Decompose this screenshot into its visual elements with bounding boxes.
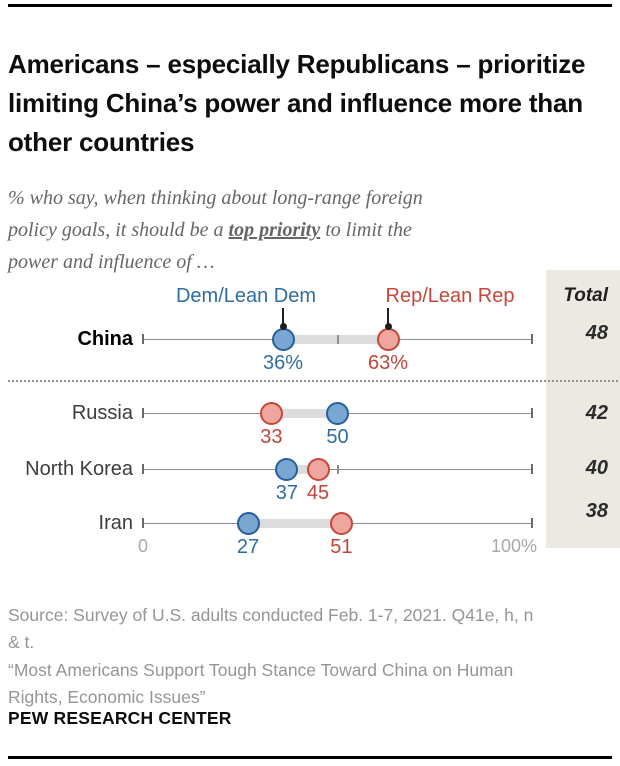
source-note: Source: Survey of U.S. adults conducted … — [8, 602, 616, 712]
dem-value-label: 37 — [275, 482, 299, 504]
rep-value-label: 33 — [260, 426, 283, 448]
pew-research-center-logo-text: PEW RESEARCH CENTER — [8, 708, 232, 728]
axis-mid-tick — [336, 334, 339, 344]
rep-dot — [329, 511, 353, 535]
chart-subtitle: % who say, when thinking about long-rang… — [8, 182, 608, 278]
subtitle-line-2: policy goals, it should be a top priorit… — [8, 214, 608, 246]
dotted-separator — [8, 380, 618, 382]
legend-rep-label: Rep/Lean Rep — [385, 285, 515, 307]
source-line-2: & t. — [8, 632, 35, 652]
dem-dot — [236, 511, 260, 535]
legend-callout-dot — [384, 323, 392, 330]
row-label: China — [77, 328, 133, 350]
total-value: 40 — [585, 457, 608, 479]
total-value: 48 — [585, 322, 608, 344]
rep-value-label: 63% — [368, 352, 409, 374]
axis-end-tick — [531, 334, 533, 344]
axis-end-tick — [142, 464, 144, 474]
axis-end-tick — [531, 408, 533, 418]
axis-end-tick — [142, 334, 144, 344]
total-value: 38 — [585, 500, 608, 522]
legend-callout-dot — [279, 323, 287, 330]
dem-dot — [271, 327, 295, 351]
subtitle-line-2-after: to limit the — [320, 219, 412, 241]
axis-mid-tick — [336, 464, 339, 474]
axis-end-tick — [142, 408, 144, 418]
row-label: North Korea — [25, 458, 133, 480]
subtitle-line-3: power and influence of … — [8, 251, 215, 273]
connector-band — [248, 518, 342, 528]
chart-title: Americans – especially Republicans – pri… — [8, 49, 586, 158]
total-column-panel — [546, 270, 620, 548]
connector-band — [271, 408, 338, 418]
subtitle-line-1: % who say, when thinking about long-rang… — [8, 187, 423, 209]
top-rule — [8, 4, 612, 7]
total-value: 42 — [585, 402, 608, 424]
axis-min-label: 0 — [137, 536, 149, 556]
connector-band — [283, 334, 389, 344]
dem-value-label: 36% — [263, 352, 304, 374]
source-line-1: Source: Survey of U.S. adults conducted … — [8, 604, 534, 625]
source-line-3: “Most Americans Support Tough Stance Tow… — [8, 659, 514, 680]
row-label: Russia — [71, 402, 133, 424]
bottom-rule — [8, 756, 612, 759]
axis-max-label: 100% — [490, 536, 538, 556]
rep-dot — [376, 327, 400, 351]
axis-end-tick — [531, 518, 533, 528]
rep-dot — [306, 457, 330, 481]
legend-callout-line — [282, 308, 285, 324]
rep-value-label: 45 — [306, 482, 330, 504]
rep-value-label: 51 — [330, 536, 353, 558]
dem-value-label: 50 — [326, 426, 349, 448]
rep-dot — [259, 401, 283, 425]
axis-end-tick — [531, 464, 533, 474]
row-label: Iran — [98, 512, 133, 534]
dem-value-label: 27 — [236, 536, 260, 558]
dem-dot — [275, 457, 299, 481]
connector-band — [286, 464, 319, 474]
axis-end-tick — [142, 518, 144, 528]
legend-dem-label: Dem/Lean Dem — [175, 285, 317, 307]
subtitle-emphasis: top priority — [228, 219, 321, 241]
legend-callout-line — [387, 308, 390, 324]
source-line-4: Rights, Economic Issues” — [8, 687, 206, 707]
dem-dot — [326, 401, 349, 425]
subtitle-line-2-before: policy goals, it should be a — [8, 219, 229, 241]
total-column-header: Total — [563, 285, 608, 306]
